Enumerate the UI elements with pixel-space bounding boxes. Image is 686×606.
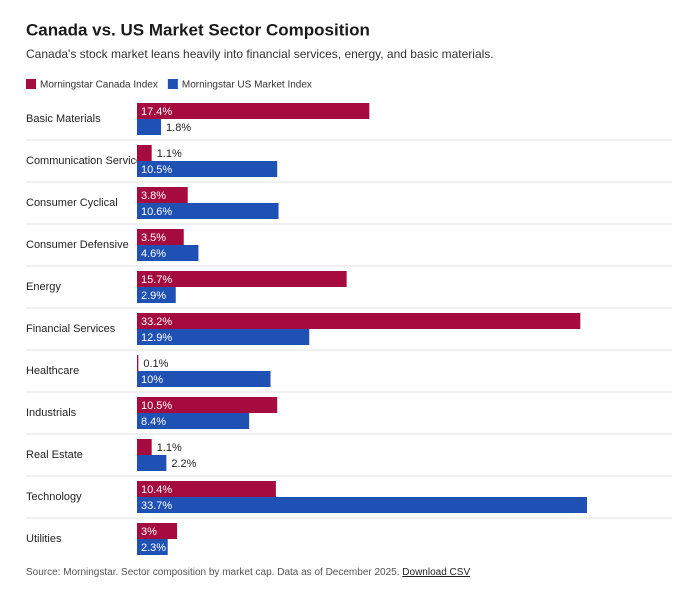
bar: [137, 271, 347, 287]
legend-swatch: [167, 79, 178, 89]
category-label: Industrials: [26, 407, 77, 419]
category-label: Financial Services: [26, 323, 116, 335]
value-label: 12.9%: [141, 332, 172, 344]
bar: [137, 439, 152, 455]
bar: [137, 497, 587, 513]
category-label: Healthcare: [26, 365, 79, 377]
value-label: 10.5%: [141, 164, 172, 176]
category-label: Technology: [26, 491, 82, 503]
bar: [137, 523, 178, 539]
value-label: 3%: [141, 526, 157, 538]
chart-subtitle: Canada's stock market leans heavily into…: [26, 47, 494, 61]
legend-swatch: [26, 79, 36, 89]
bar: [137, 287, 176, 303]
chart-title: Canada vs. US Market Sector Composition: [26, 20, 370, 39]
value-label: 10.4%: [141, 484, 172, 496]
category-label: Utilities: [26, 533, 62, 545]
value-label: 1.8%: [166, 122, 191, 134]
source-note: Source: Morningstar. Sector composition …: [26, 567, 470, 578]
category-label: Energy: [26, 281, 61, 293]
bar: [137, 413, 250, 429]
bar: [137, 539, 168, 555]
value-label: 3.8%: [141, 190, 166, 202]
bar: [137, 481, 276, 497]
bar: [137, 371, 271, 387]
value-label: 2.9%: [141, 290, 166, 302]
category-label: Communication Services: [26, 155, 148, 167]
category-label: Consumer Cyclical: [26, 197, 118, 209]
legend-label: Morningstar Canada Index: [40, 80, 158, 91]
category-label: Basic Materials: [26, 113, 101, 125]
legend-label: Morningstar US Market Index: [182, 80, 312, 91]
bar: [137, 313, 581, 329]
download-link[interactable]: Download CSV: [402, 567, 470, 578]
value-label: 0.1%: [143, 358, 168, 370]
value-label: 33.7%: [141, 500, 172, 512]
value-label: 33.2%: [141, 316, 172, 328]
value-label: 3.5%: [141, 232, 166, 244]
value-label: 4.6%: [141, 248, 166, 260]
category-label: Consumer Defensive: [26, 239, 129, 251]
bar: [137, 187, 188, 203]
value-label: 10.5%: [141, 400, 172, 412]
value-label: 15.7%: [141, 274, 172, 286]
bar: [137, 161, 278, 177]
value-label: 17.4%: [141, 106, 172, 118]
bar: [137, 103, 370, 119]
bar: [137, 145, 152, 161]
bar: [137, 119, 162, 135]
value-label: 8.4%: [141, 416, 166, 428]
source-text: Source: Morningstar. Sector composition …: [26, 567, 400, 578]
value-label: 1.1%: [157, 148, 182, 160]
bar: [137, 203, 279, 219]
bar: [137, 355, 139, 371]
category-label: Real Estate: [26, 449, 83, 461]
value-label: 2.3%: [141, 542, 166, 554]
value-label: 2.2%: [171, 458, 196, 470]
bar: [137, 455, 167, 471]
bar: [137, 229, 184, 245]
bar: [137, 329, 310, 345]
value-label: 1.1%: [157, 442, 182, 454]
bar: [137, 397, 278, 413]
value-label: 10.6%: [141, 206, 172, 218]
bar: [137, 245, 199, 261]
value-label: 10%: [141, 374, 163, 386]
